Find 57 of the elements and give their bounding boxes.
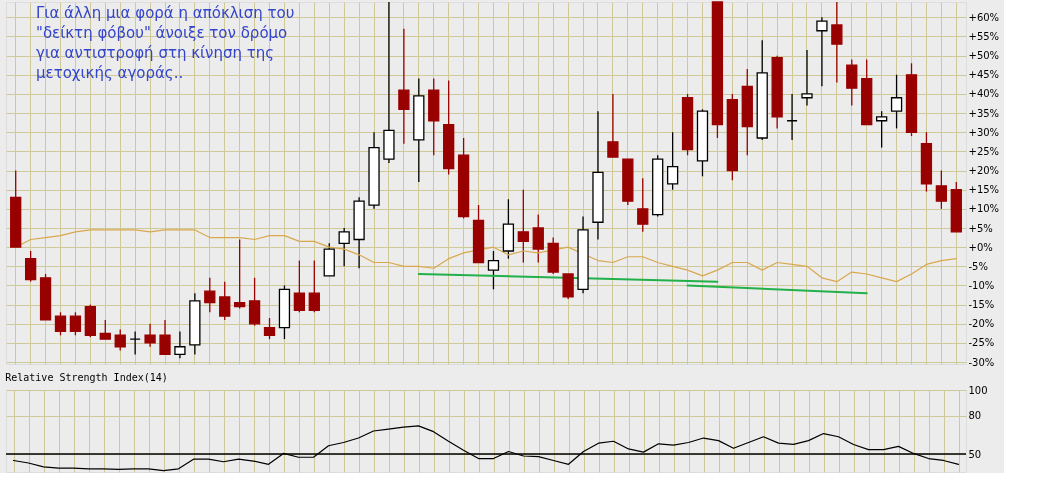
candlestick [562,273,574,300]
candlestick [204,277,216,313]
candlestick [114,328,126,352]
candlestick [666,131,679,191]
candlestick [637,177,649,233]
candlestick [517,189,529,264]
candlestick [816,16,828,87]
candlestick [487,250,500,290]
candlestick [159,319,171,356]
candlestick [234,238,246,310]
y-tick-label: +20% [968,165,1000,177]
candlestick [876,110,888,149]
y-tick-label: +55% [968,30,1000,42]
candlestick [786,93,798,141]
candlestick [338,227,350,267]
y-tick-label: +0% [968,241,993,253]
candlestick [69,311,82,336]
candlestick [890,74,903,130]
y-tick-label: +25% [968,145,1000,157]
y-tick-label: -30% [968,356,995,368]
y-tick-label: 80 [968,410,982,422]
candlestick [831,1,843,84]
candlestick [129,330,141,356]
y-tick-label: -20% [968,318,995,330]
y-tick-label: +50% [968,50,1000,62]
candlestick [174,330,186,359]
candlestick [532,213,544,264]
candlestick [935,169,948,210]
y-tick-label: 50 [968,448,982,460]
candlestick [846,58,858,107]
candlestick [248,277,261,327]
y-tick-label: -10% [968,279,995,291]
y-tick-label: +45% [968,69,1000,81]
y-tick-label: -15% [968,299,995,311]
chart-title: Relative Strength Index(14) [5,372,168,383]
candlestick [263,317,276,340]
annotation: Για άλλη μια φορά η απόκλιση του "δείκτη φόβου" άνοιξε τον δρόμο για αντιστροφή στη κίνηση της μετοχικής αγοράς.. [36,4,295,82]
y-tick-label: +5% [968,222,993,234]
candlestick [54,311,67,336]
y-tick-label: +15% [968,184,1000,196]
candlestick [398,28,410,145]
y-tick-label: 100 [968,384,988,396]
candlestick [144,323,156,348]
candlestick [607,93,619,158]
y-tick-label: -25% [968,337,995,349]
candlestick [308,259,320,313]
candlestick [24,250,37,283]
candlestick [293,259,306,313]
candlestick [801,49,813,107]
y-tick-label: +40% [968,88,1000,100]
y-tick-label: +30% [968,126,1000,138]
y-tick-label: +35% [968,107,1000,119]
y-tick-label: +10% [968,203,1000,215]
candlestick [219,280,231,321]
y-tick-label: -5% [968,260,988,272]
y-tick-label: +60% [968,11,1000,23]
candlestick [99,319,111,340]
